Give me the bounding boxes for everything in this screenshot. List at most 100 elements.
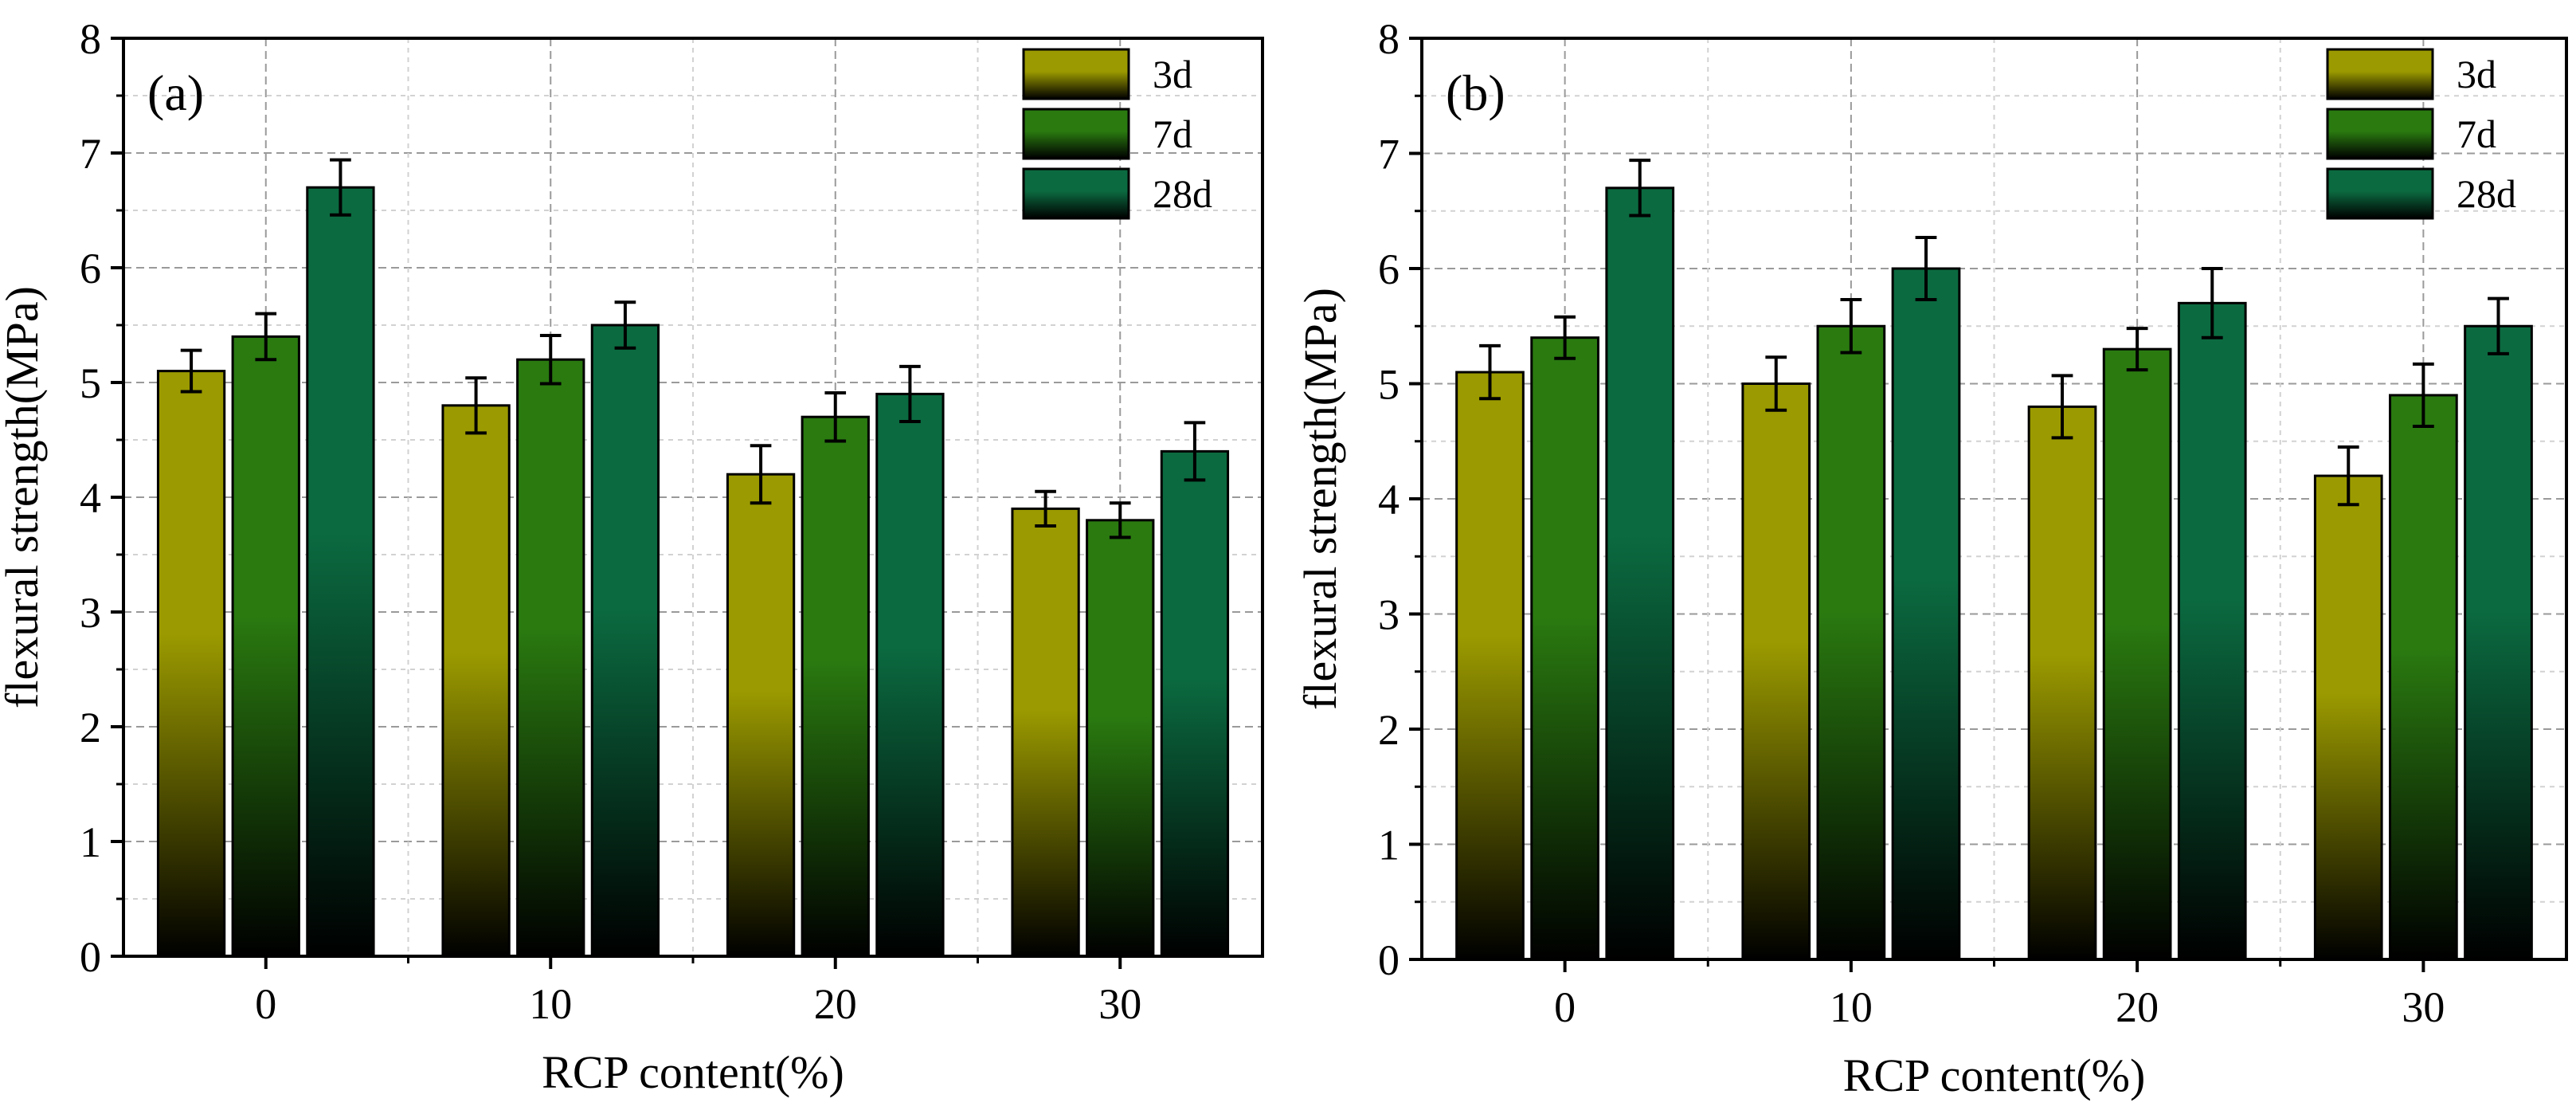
error-bar-28d-0 bbox=[1629, 159, 1651, 218]
legend-item-7d: 7d bbox=[2326, 108, 2496, 160]
error-bar-28d-10 bbox=[1915, 235, 1937, 302]
bar-28d-0 bbox=[306, 186, 375, 958]
legend-item-3d: 3d bbox=[1022, 48, 1192, 100]
legend-item-3d: 3d bbox=[2326, 48, 2496, 100]
error-bar-3d-0 bbox=[180, 348, 202, 394]
x-axis-title: RCP content(%) bbox=[1843, 1049, 2146, 1101]
legend-item-28d: 28d bbox=[1022, 167, 1212, 220]
bar-7d-30 bbox=[2389, 394, 2458, 961]
bar-3d-0 bbox=[1455, 371, 1525, 961]
y-axis-title: flexural strength(MPa) bbox=[0, 286, 48, 708]
bar-28d-10 bbox=[590, 324, 660, 958]
legend-swatch bbox=[1022, 48, 1130, 100]
error-bar-3d-0 bbox=[1479, 343, 1501, 401]
legend-label: 7d bbox=[2457, 112, 2496, 156]
panel-label: (a) bbox=[147, 65, 204, 121]
x-tick-label: 20 bbox=[2116, 983, 2159, 1031]
y-tick-label: 5 bbox=[1378, 361, 1400, 409]
y-tick-label: 1 bbox=[1378, 822, 1400, 869]
bar-7d-10 bbox=[516, 358, 585, 958]
y-tick-label: 7 bbox=[1378, 131, 1400, 178]
bar-28d-30 bbox=[1160, 449, 1230, 958]
y-tick-label: 4 bbox=[1378, 476, 1400, 524]
bar-3d-20 bbox=[726, 473, 796, 958]
bar-7d-0 bbox=[231, 335, 300, 958]
error-bar-3d-20 bbox=[2051, 374, 2073, 440]
x-axis-title: RCP content(%) bbox=[542, 1046, 844, 1098]
error-bar-7d-30 bbox=[1109, 501, 1131, 539]
y-tick-label: 8 bbox=[1378, 15, 1400, 63]
x-tick-label: 10 bbox=[1830, 983, 1873, 1031]
panel-a: 0 10 20 30 0 1 2 3 4 5 6 7 8 (a) RCP content(%) flex… bbox=[0, 15, 1264, 1098]
bar-28d-20 bbox=[875, 392, 945, 958]
legend-swatch bbox=[1022, 108, 1130, 160]
x-tick-label: 30 bbox=[1098, 980, 1141, 1028]
error-bars bbox=[1479, 159, 2509, 507]
y-tick-label: 5 bbox=[80, 359, 101, 407]
legend-label: 3d bbox=[2457, 52, 2496, 96]
legend-swatch bbox=[1022, 167, 1130, 220]
bar-7d-30 bbox=[1086, 519, 1155, 958]
bar-28d-0 bbox=[1605, 186, 1675, 961]
bars bbox=[156, 186, 1230, 958]
error-bar-28d-0 bbox=[330, 158, 351, 217]
error-bar-7d-20 bbox=[824, 390, 847, 443]
legend-label: 7d bbox=[1153, 112, 1192, 156]
y-tick-label: 7 bbox=[80, 130, 101, 178]
y-tick-label: 4 bbox=[80, 474, 101, 522]
y-tick-label: 6 bbox=[80, 245, 101, 292]
x-tick-label: 20 bbox=[814, 980, 857, 1028]
y-tick-label: 3 bbox=[80, 589, 101, 637]
legend-label: 28d bbox=[2457, 171, 2516, 216]
y-tick-label: 2 bbox=[1378, 706, 1400, 754]
error-bar-28d-30 bbox=[1184, 421, 1206, 482]
y-tick-label: 1 bbox=[80, 818, 101, 866]
bar-3d-10 bbox=[441, 404, 511, 958]
x-tick-label: 0 bbox=[1554, 983, 1576, 1031]
x-tick-label: 0 bbox=[255, 980, 276, 1028]
legend-swatch bbox=[2326, 48, 2434, 100]
error-bar-28d-20 bbox=[899, 364, 921, 423]
legend-swatch bbox=[2326, 167, 2434, 220]
y-axis-title: flexural strength(MPa) bbox=[1294, 288, 1346, 710]
legend: 3d 7d 28d bbox=[2326, 48, 2516, 220]
y-tick-label: 8 bbox=[80, 15, 101, 63]
error-bar-3d-30 bbox=[1035, 489, 1056, 528]
ticks: 0 10 20 30 0 1 2 3 4 5 6 7 8 bbox=[1378, 15, 2445, 1031]
bar-7d-20 bbox=[2102, 347, 2172, 961]
bar-7d-10 bbox=[1816, 324, 1886, 961]
bar-3d-30 bbox=[2313, 474, 2383, 961]
bar-28d-30 bbox=[2464, 324, 2533, 961]
error-bar-3d-30 bbox=[2337, 445, 2359, 507]
bar-28d-10 bbox=[1891, 267, 1961, 961]
panel-label: (b) bbox=[1446, 65, 1505, 121]
error-bar-7d-0 bbox=[255, 312, 277, 362]
legend-label: 28d bbox=[1153, 171, 1212, 216]
error-bar-3d-10 bbox=[465, 376, 487, 435]
error-bar-28d-10 bbox=[614, 300, 636, 350]
legend-label: 3d bbox=[1153, 52, 1192, 96]
error-bar-7d-20 bbox=[2126, 327, 2148, 372]
legend-swatch bbox=[2326, 108, 2434, 160]
bar-3d-20 bbox=[2027, 405, 2097, 961]
y-tick-label: 0 bbox=[1378, 936, 1400, 984]
error-bar-3d-20 bbox=[750, 444, 772, 505]
x-tick-label: 10 bbox=[529, 980, 572, 1028]
bar-28d-20 bbox=[2177, 301, 2247, 961]
bar-3d-0 bbox=[156, 370, 226, 958]
bar-3d-30 bbox=[1011, 507, 1080, 958]
y-tick-label: 6 bbox=[1378, 245, 1400, 293]
bar-7d-0 bbox=[1530, 336, 1599, 961]
error-bar-7d-10 bbox=[1840, 298, 1862, 355]
error-bar-28d-20 bbox=[2201, 267, 2223, 339]
bar-7d-20 bbox=[801, 415, 870, 958]
bar-3d-10 bbox=[1741, 382, 1811, 961]
ticks: 0 10 20 30 0 1 2 3 4 5 6 7 8 bbox=[80, 15, 1141, 1028]
x-tick-label: 30 bbox=[2402, 983, 2445, 1031]
legend: 3d 7d 28d bbox=[1022, 48, 1212, 220]
error-bar-7d-0 bbox=[1554, 315, 1576, 360]
error-bar-3d-10 bbox=[1765, 355, 1787, 412]
error-bar-7d-10 bbox=[539, 333, 562, 386]
